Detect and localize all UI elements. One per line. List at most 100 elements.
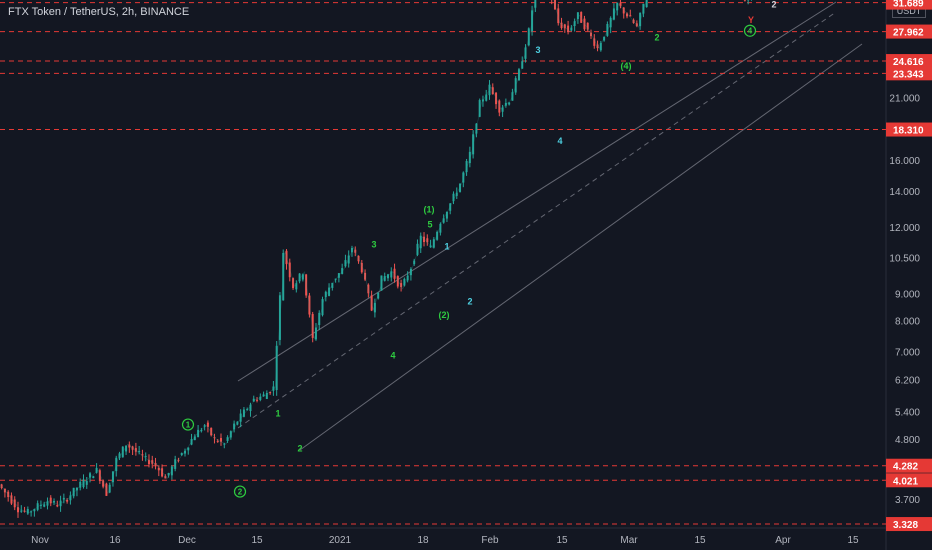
price-series-line: [0, 0, 647, 513]
candle-body: [337, 273, 340, 278]
candle-body: [128, 444, 131, 448]
level-badge: [886, 122, 932, 137]
time-tick-label: 16: [109, 535, 121, 546]
candle-body: [383, 276, 386, 281]
candle-body: [612, 8, 615, 20]
price-tick-label: 9.000: [895, 289, 920, 300]
candle-body: [98, 470, 101, 482]
candle-body: [495, 92, 498, 105]
candle-body: [616, 2, 619, 11]
candle-body: [108, 484, 111, 493]
candle-body: [393, 268, 396, 279]
candle-body: [606, 23, 609, 36]
candle-body: [583, 18, 586, 30]
candle-body: [311, 314, 314, 338]
candle-body: [367, 284, 370, 294]
wave-label: 4: [557, 136, 562, 146]
candle-body: [206, 422, 209, 427]
candle-body: [429, 245, 432, 248]
candle-body: [524, 47, 527, 59]
price-tick-label: 14.000: [889, 187, 920, 198]
candle-body: [256, 399, 259, 401]
candle-body: [298, 273, 301, 282]
candle-body: [488, 84, 491, 96]
candle-body: [318, 312, 321, 325]
candle-body: [102, 480, 105, 487]
candle-body: [85, 481, 88, 485]
candle-body: [26, 509, 29, 514]
candle-body: [105, 483, 108, 496]
wave-label: 4: [748, 27, 753, 36]
chart-title: FTX Token / TetherUS, 2h, BINANCE: [8, 6, 190, 18]
candle-body: [125, 445, 128, 452]
candle-body: [321, 299, 324, 316]
candle-body: [517, 69, 520, 81]
candle-body: [200, 429, 203, 432]
candle-body: [580, 12, 583, 23]
candle-body: [593, 38, 596, 46]
time-tick-label: Apr: [775, 535, 791, 546]
candle-body: [413, 260, 416, 265]
candle-body: [193, 436, 196, 441]
candle-body: [197, 429, 200, 438]
candle-body: [49, 497, 52, 504]
candle-body: [223, 443, 226, 445]
candle-body: [416, 243, 419, 255]
candle-body: [590, 32, 593, 37]
candle-body: [341, 268, 344, 274]
candle-body: [468, 151, 471, 164]
candle-body: [236, 421, 239, 425]
candle-body: [79, 481, 82, 488]
candle-body: [301, 274, 304, 280]
candle-body: [161, 468, 164, 477]
candle-body: [400, 283, 403, 287]
wave-label: 2: [771, 0, 776, 10]
candle-body: [563, 24, 566, 29]
wave-label: 3: [535, 45, 540, 55]
level-badge: [886, 517, 932, 532]
time-tick-label: 15: [694, 535, 706, 546]
wave-label: 2: [654, 33, 659, 43]
candle-body: [527, 28, 530, 46]
candle-body: [436, 231, 439, 240]
candle-body: [229, 431, 232, 438]
candle-body: [213, 437, 216, 439]
candle-body: [478, 100, 481, 117]
price-tick-label: 8.000: [895, 317, 920, 328]
candle-body: [72, 487, 75, 497]
candle-body: [144, 456, 147, 458]
candle-body: [423, 236, 426, 242]
candle-body: [305, 274, 308, 296]
candle-body: [13, 499, 16, 508]
candle-body: [609, 17, 612, 28]
candle-body: [275, 345, 278, 390]
candle-body: [373, 302, 376, 313]
candle-body: [183, 450, 186, 454]
price-tick-label: 7.000: [895, 348, 920, 359]
candle-body: [642, 3, 645, 14]
candle-body: [75, 487, 78, 491]
candle-body: [485, 94, 488, 101]
time-tick-label: Mar: [620, 535, 638, 546]
candle-body: [390, 271, 393, 278]
candle-body: [269, 392, 272, 394]
level-badge-label: 18.310: [893, 126, 924, 137]
candle-body: [259, 396, 262, 400]
candle-body: [586, 22, 589, 30]
candle-body: [403, 278, 406, 286]
time-tick-label: 15: [251, 535, 263, 546]
level-badge: [886, 54, 932, 69]
candle-body: [432, 239, 435, 248]
channel-line: [237, 1, 837, 382]
candle-body: [115, 457, 118, 472]
wave-label: Y: [748, 15, 754, 25]
candle-body: [239, 413, 242, 422]
wave-label: 2: [297, 444, 302, 454]
candle-body: [23, 510, 26, 512]
candle-body: [632, 19, 635, 23]
candle-body: [89, 473, 92, 478]
candle-body: [501, 107, 504, 112]
candle-body: [121, 446, 124, 458]
level-badge-label: 23.343: [893, 69, 924, 80]
